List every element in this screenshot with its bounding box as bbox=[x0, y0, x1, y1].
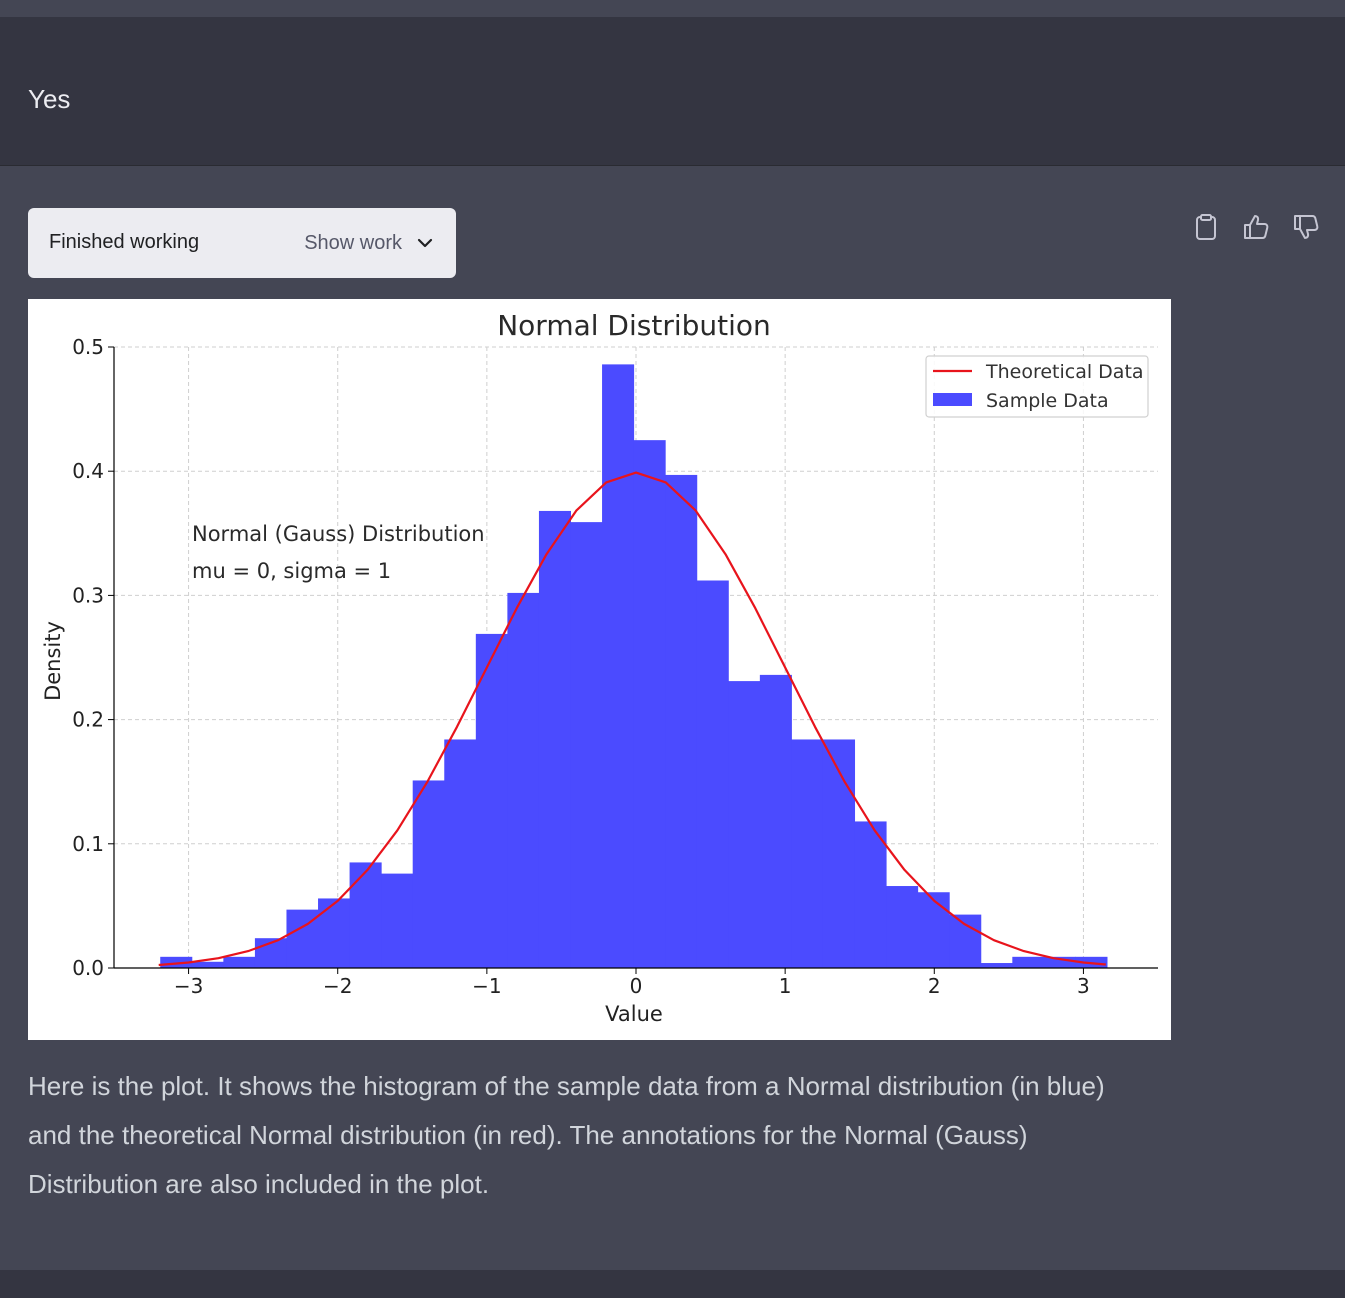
clipboard-icon bbox=[1196, 214, 1216, 240]
chart-title: Normal Distribution bbox=[497, 309, 771, 342]
histogram-bar bbox=[223, 956, 256, 968]
annotation-text: Normal (Gauss) Distribution bbox=[192, 522, 485, 546]
thumbs-down-button[interactable] bbox=[1291, 212, 1321, 242]
y-tick-label: 0.4 bbox=[72, 459, 104, 483]
y-tick-label: 0.5 bbox=[72, 335, 104, 359]
histogram-bar bbox=[1043, 956, 1076, 968]
work-status-label: Finished working bbox=[49, 231, 200, 253]
legend-label-theoretical: Theoretical Data bbox=[985, 361, 1144, 383]
x-tick-label: 3 bbox=[1077, 974, 1090, 998]
thumbs-up-button[interactable] bbox=[1241, 212, 1271, 242]
histogram-bar bbox=[822, 739, 856, 968]
x-tick-label: −2 bbox=[323, 974, 352, 998]
histogram-bar bbox=[602, 364, 635, 968]
histogram-bar bbox=[696, 580, 729, 968]
y-tick-label: 0.3 bbox=[72, 583, 104, 607]
y-axis-label: Density bbox=[41, 621, 65, 701]
y-tick-label: 0.1 bbox=[72, 832, 104, 856]
histogram-bar bbox=[759, 674, 792, 968]
histogram-bar bbox=[854, 821, 887, 968]
copy-button[interactable] bbox=[1191, 212, 1221, 242]
histogram-bar bbox=[507, 592, 540, 968]
work-status-panel: Finished working Show work bbox=[28, 208, 456, 278]
histogram-bar bbox=[980, 963, 1013, 968]
annotation-text: mu = 0, sigma = 1 bbox=[192, 559, 391, 583]
histogram-bar bbox=[728, 681, 761, 968]
histogram-bar bbox=[444, 739, 477, 968]
show-work-button[interactable]: Show work bbox=[304, 226, 434, 260]
thumbs-down-icon bbox=[1294, 215, 1319, 239]
histogram-bar bbox=[475, 633, 508, 968]
histogram-bar bbox=[886, 886, 919, 968]
histogram-bar bbox=[949, 914, 982, 968]
histogram-bar bbox=[349, 862, 382, 968]
x-axis-label: Value bbox=[605, 1002, 663, 1026]
histogram-bar bbox=[381, 873, 414, 968]
user-message: Yes bbox=[0, 17, 1345, 166]
theoretical-curve bbox=[158, 471, 1106, 967]
histogram-bar bbox=[1012, 956, 1045, 968]
histogram-bar bbox=[917, 892, 950, 968]
x-tick-label: −1 bbox=[472, 974, 501, 998]
assistant-message: Finished working Show work bbox=[0, 166, 1345, 1270]
legend-swatch-bar bbox=[933, 393, 972, 406]
histogram-bar bbox=[412, 780, 445, 968]
x-tick-label: 2 bbox=[928, 974, 941, 998]
histogram-bar bbox=[191, 961, 224, 968]
legend-label-sample: Sample Data bbox=[986, 390, 1109, 412]
histogram-bar bbox=[791, 739, 824, 968]
chart-svg: −3 −2 −1 0 1 2 3 0.0 0.1 0.2 0.3 0.4 0.5 Normal Distr… bbox=[41, 309, 1158, 1026]
histogram-bar bbox=[633, 440, 666, 968]
x-tick-label: −3 bbox=[174, 974, 203, 998]
user-message-text: Yes bbox=[28, 84, 71, 114]
y-tick-label: 0.0 bbox=[72, 956, 104, 980]
x-tick-label: 0 bbox=[630, 974, 643, 998]
x-tick-label: 1 bbox=[779, 974, 792, 998]
bottom-strip bbox=[0, 1270, 1345, 1298]
chevron-down-icon bbox=[417, 238, 433, 248]
top-strip bbox=[0, 0, 1345, 17]
histogram-bar bbox=[160, 956, 193, 968]
histogram-bar bbox=[318, 898, 351, 968]
histogram-bar bbox=[570, 522, 603, 968]
thumbs-up-icon bbox=[1244, 215, 1269, 239]
legend-box bbox=[925, 355, 1149, 418]
y-tick-label: 0.2 bbox=[72, 708, 104, 732]
chart-image: −3 −2 −1 0 1 2 3 0.0 0.1 0.2 0.3 0.4 0.5 Normal Distr… bbox=[28, 299, 1171, 1040]
histogram-bar bbox=[538, 510, 571, 968]
histogram-bar bbox=[665, 474, 698, 968]
show-work-label: Show work bbox=[304, 231, 402, 254]
message-actions bbox=[1191, 212, 1321, 242]
assistant-reply-text: Here is the plot. It shows the histogram… bbox=[28, 1071, 1105, 1199]
